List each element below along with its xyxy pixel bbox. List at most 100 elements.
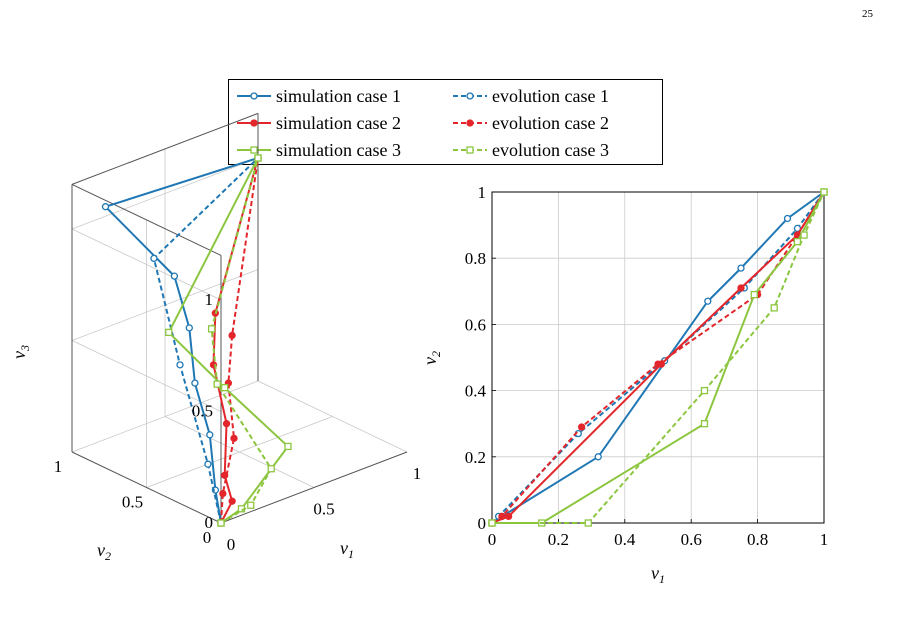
z-tick-label: 0.5 [192, 402, 213, 421]
data-point-3d [222, 419, 231, 428]
data-point-3d [228, 331, 236, 340]
data-point-3d [185, 324, 193, 332]
grid-line [257, 380, 408, 453]
legend-entry: evolution case 2 [451, 110, 609, 136]
data-point-3d [206, 431, 214, 439]
legend-label: simulation case 1 [276, 85, 401, 106]
x-axis-label: v1 [651, 563, 665, 586]
data-point [654, 360, 662, 368]
box-edge [220, 451, 408, 524]
data-point-3d [267, 465, 275, 473]
y-tick-label: 0.5 [122, 493, 143, 512]
data-point-3d [254, 154, 262, 162]
data-point [820, 188, 828, 196]
y-tick-label: 0 [203, 528, 212, 547]
y-axis-label: v2 [420, 351, 443, 365]
data-point-3d [176, 361, 184, 369]
legend-marker [250, 146, 258, 154]
legend-label: evolution case 1 [492, 85, 609, 106]
data-point [577, 423, 586, 431]
legend-entry: evolution case 3 [451, 137, 609, 163]
series-line [491, 191, 825, 524]
data-point-3d [230, 434, 238, 443]
series-line [491, 191, 825, 524]
x-tick-label: 0.8 [747, 530, 768, 549]
data-point [783, 214, 792, 223]
data-point-3d [150, 254, 158, 263]
y-tick-label: 1 [478, 183, 487, 202]
data-point [737, 284, 745, 292]
x-axis-label: v1 [340, 538, 354, 561]
y-tick-label: 0.8 [465, 249, 486, 268]
plot-3d: 0 0.5 1 0 0.5 1 0 0.5 1 v3 v2 v1 [9, 112, 422, 563]
legend-label: simulation case 3 [276, 139, 401, 160]
data-point [504, 512, 513, 521]
y-tick-label: 0.4 [465, 382, 487, 401]
legend-marker [466, 119, 474, 127]
series-line-3d [212, 157, 259, 524]
y-axis-label: v2 [97, 540, 111, 563]
data-point-3d [101, 203, 110, 211]
series-line [492, 191, 825, 524]
series-line [491, 191, 825, 524]
box-edge [71, 183, 222, 256]
series-line [492, 191, 825, 524]
plot-2d: 0 0.2 0.4 0.6 0.8 1 0 0.2 0.4 0.6 0.8 1 v1 v2 [420, 183, 828, 586]
series-line-3d [210, 157, 273, 524]
data-point [700, 386, 709, 395]
data-point [704, 297, 712, 305]
data-point [700, 420, 709, 428]
data-point-3d [170, 272, 179, 280]
box-edge [71, 451, 222, 524]
legend-entry: evolution case 1 [451, 83, 609, 109]
x-tick-label: 0.6 [681, 530, 702, 549]
y-tick-label: 0.6 [465, 315, 486, 334]
legend-swatch [237, 119, 271, 127]
legend-entry: simulation case 2 [235, 110, 401, 136]
legend: simulation case 1 evolution case 1 simulat… [228, 79, 663, 165]
x-tick-label: 0 [227, 535, 236, 554]
legend-swatch [453, 119, 487, 127]
legend-label: simulation case 2 [276, 112, 401, 133]
legend-marker [250, 119, 258, 127]
legend-label: evolution case 3 [492, 139, 609, 160]
data-point-3d [213, 380, 221, 388]
x-tick-label: 1 [820, 530, 829, 549]
data-point [800, 231, 808, 239]
x-tick-label: 0.5 [313, 500, 334, 519]
data-point-3d [228, 497, 236, 505]
data-point-3d [247, 501, 255, 509]
data-point-3d [220, 383, 229, 392]
legend-label: evolution case 2 [492, 112, 609, 133]
legend-marker [466, 146, 474, 154]
y-tick-label: 0.2 [465, 448, 486, 467]
legend-entry: simulation case 1 [235, 83, 401, 109]
data-point-3d [217, 519, 225, 527]
x-tick-label: 0.2 [548, 530, 569, 549]
series-line-3d [103, 157, 259, 524]
data-point [488, 519, 496, 527]
data-point [750, 290, 758, 299]
series-line [491, 191, 825, 524]
data-point [737, 264, 745, 272]
legend-swatch [237, 92, 271, 100]
legend-marker [250, 92, 258, 100]
z-axis-label: v3 [9, 345, 32, 359]
box-edge [71, 112, 259, 185]
data-point-3d [191, 379, 199, 387]
grid-line [71, 157, 259, 230]
series-line-3d [220, 157, 259, 524]
plot-frame [491, 191, 825, 524]
x-tick-label: 0 [488, 530, 497, 549]
x-tick-label: 1 [413, 464, 422, 483]
data-point [594, 453, 602, 461]
y-tick-label: 1 [54, 457, 63, 476]
data-point-3d [219, 489, 227, 498]
legend-marker [466, 92, 474, 100]
x-tick-label: 0.4 [614, 530, 636, 549]
grid-line [146, 416, 333, 488]
data-point [498, 512, 506, 521]
data-point [584, 519, 592, 527]
legend-entry: simulation case 3 [235, 137, 401, 163]
